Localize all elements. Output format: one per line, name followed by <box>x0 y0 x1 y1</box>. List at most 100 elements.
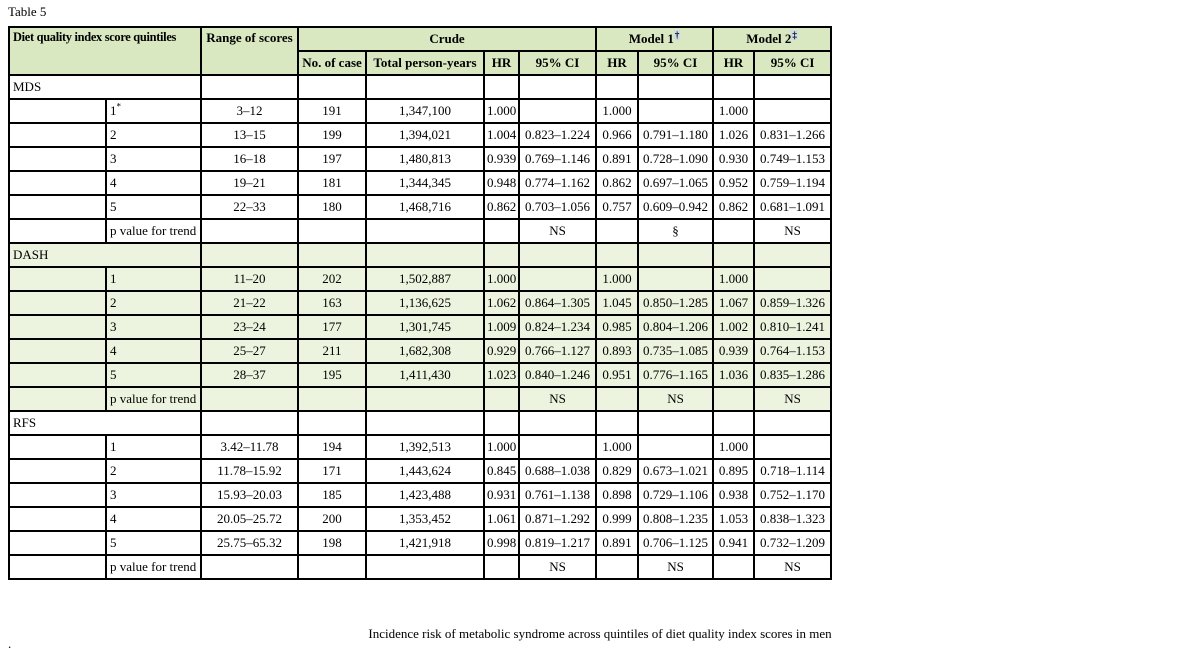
crude-hr: 1.000 <box>483 266 520 292</box>
empty-cell <box>200 218 299 244</box>
crude-trend: NS <box>517 218 598 244</box>
empty-cell <box>517 74 598 100</box>
crude-ci: 0.840–1.246 <box>517 362 598 388</box>
empty-cell <box>595 74 640 100</box>
model2-hr: 1.000 <box>712 434 756 460</box>
model1-hr: 1.045 <box>595 290 640 316</box>
empty-cell <box>365 554 485 580</box>
empty-cell <box>753 410 833 436</box>
quintile-row: 3 16–18 197 1,480,813 0.939 0.769–1.146 0.891 0… <box>8 146 833 172</box>
crude-hr: 1.004 <box>483 122 520 148</box>
empty-cell <box>200 242 299 268</box>
crude-ci <box>517 98 598 124</box>
header-model1-ci: 95% CI <box>637 50 715 76</box>
quintile-number: 2 <box>105 122 202 148</box>
no-of-case: 197 <box>297 146 367 172</box>
crude-ci: 0.774–1.162 <box>517 170 598 196</box>
header-model2-label: Model 2 <box>746 31 792 46</box>
range-of-scores: 21–22 <box>200 290 299 316</box>
spacer-cell <box>8 506 107 532</box>
model2-ci: 0.764–1.153 <box>753 338 833 364</box>
model1-hr: 1.000 <box>595 434 640 460</box>
empty-cell <box>595 242 640 268</box>
quintile-number: 5 <box>105 362 202 388</box>
no-of-case: 180 <box>297 194 367 220</box>
quintile-row: 1 11–20 202 1,502,887 1.000 1.000 1.000 <box>8 266 833 292</box>
spacer-cell <box>8 458 107 484</box>
model1-trend: NS <box>637 554 715 580</box>
model1-ci: 0.804–1.206 <box>637 314 715 340</box>
quintile-row: 4 25–27 211 1,682,308 0.929 0.766–1.127 0.893 0… <box>8 338 833 364</box>
total-person-years: 1,423,488 <box>365 482 485 508</box>
table-caption: Incidence risk of metabolic syndrome acr… <box>368 626 832 641</box>
model1-hr: 0.829 <box>595 458 640 484</box>
header-model1-label: Model 1 <box>628 31 674 46</box>
empty-cell <box>595 410 640 436</box>
model2-ci: 0.835–1.286 <box>753 362 833 388</box>
model2-hr: 0.939 <box>712 338 756 364</box>
spacer-cell <box>8 122 107 148</box>
model2-hr: 0.895 <box>712 458 756 484</box>
spacer-cell <box>8 170 107 196</box>
range-of-scores: 11–20 <box>200 266 299 292</box>
header-model2-ci: 95% CI <box>753 50 833 76</box>
model2-ci: 0.810–1.241 <box>753 314 833 340</box>
no-of-case: 198 <box>297 530 367 556</box>
model2-hr: 1.026 <box>712 122 756 148</box>
diet-quality-table: Diet quality index score quintiles Range… <box>8 26 833 580</box>
crude-hr: 0.862 <box>483 194 520 220</box>
crude-ci: 0.769–1.146 <box>517 146 598 172</box>
range-of-scores: 20.05–25.72 <box>200 506 299 532</box>
model2-ci: 0.859–1.326 <box>753 290 833 316</box>
model2-ci: 0.831–1.266 <box>753 122 833 148</box>
crude-ci: 0.688–1.038 <box>517 458 598 484</box>
model1-hr: 0.951 <box>595 362 640 388</box>
range-of-scores: 19–21 <box>200 170 299 196</box>
range-of-scores: 3.42–11.78 <box>200 434 299 460</box>
empty-cell <box>483 410 520 436</box>
crude-ci <box>517 266 598 292</box>
trend-label: p value for trend <box>105 386 202 412</box>
model1-hr: 1.000 <box>595 98 640 124</box>
total-person-years: 1,136,625 <box>365 290 485 316</box>
spacer-cell <box>8 314 107 340</box>
crude-ci: 0.766–1.127 <box>517 338 598 364</box>
section-row-rfs: RFS <box>8 410 833 436</box>
empty-cell <box>365 218 485 244</box>
empty-cell <box>297 218 367 244</box>
quintile-number: 1 <box>105 266 202 292</box>
model1-ci <box>637 434 715 460</box>
no-of-case: 171 <box>297 458 367 484</box>
empty-cell <box>297 386 367 412</box>
quintile-number: 5 <box>105 530 202 556</box>
range-of-scores: 22–33 <box>200 194 299 220</box>
empty-cell <box>365 242 485 268</box>
model1-ci: 0.735–1.085 <box>637 338 715 364</box>
model2-ci: 0.749–1.153 <box>753 146 833 172</box>
header-crude-hr: HR <box>483 50 520 76</box>
quintile-row: 5 25.75–65.32 198 1,421,918 0.998 0.819–1.217… <box>8 530 833 556</box>
crude-hr: 1.000 <box>483 98 520 124</box>
total-person-years: 1,392,513 <box>365 434 485 460</box>
quintile-row: 2 21–22 163 1,136,625 1.062 0.864–1.305 1.045 0… <box>8 290 833 316</box>
quintile-number: 3 <box>105 482 202 508</box>
model2-hr: 1.036 <box>712 362 756 388</box>
quintile-number: 2 <box>105 290 202 316</box>
model2-ci: 0.718–1.114 <box>753 458 833 484</box>
quintile-row: 5 28–37 195 1,411,430 1.023 0.840–1.246 0.951 0… <box>8 362 833 388</box>
empty-cell <box>753 242 833 268</box>
quintile-number: 5 <box>105 194 202 220</box>
quintile-row: 2 13–15 199 1,394,021 1.004 0.823–1.224 0.966 0… <box>8 122 833 148</box>
quintile-row: 1* 3–12 191 1,347,100 1.000 1.000 1.000 <box>8 98 833 124</box>
model2-hr: 0.930 <box>712 146 756 172</box>
spacer-cell <box>8 530 107 556</box>
model1-ci: 0.673–1.021 <box>637 458 715 484</box>
spacer-cell <box>8 434 107 460</box>
model1-ci <box>637 266 715 292</box>
total-person-years: 1,468,716 <box>365 194 485 220</box>
total-person-years: 1,394,021 <box>365 122 485 148</box>
model1-hr: 0.862 <box>595 170 640 196</box>
trend-row: p value for trend NS § NS <box>8 218 833 244</box>
spacer-cell <box>8 362 107 388</box>
crude-ci: 0.824–1.234 <box>517 314 598 340</box>
